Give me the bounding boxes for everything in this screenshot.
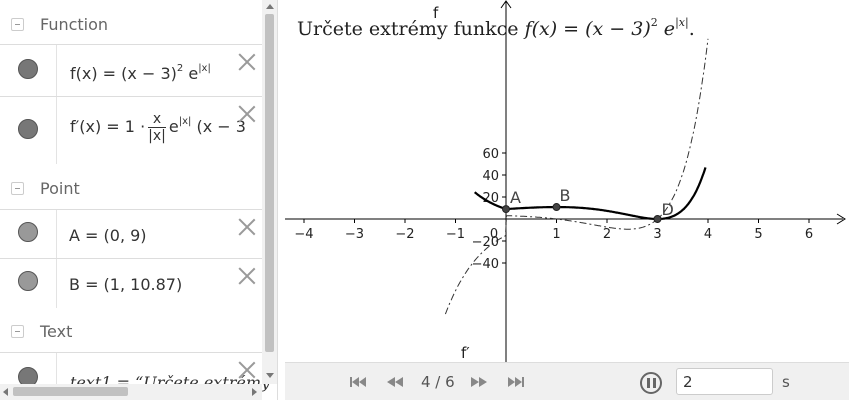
x-tick-label: 1	[552, 227, 560, 242]
point-label-B: B	[560, 186, 571, 205]
next-slide-icon[interactable]	[470, 375, 488, 389]
x-tick-label: −4	[294, 227, 313, 242]
visibility-toggle-icon[interactable]	[18, 271, 38, 291]
delete-icon[interactable]	[236, 359, 258, 381]
scroll-left-icon[interactable]	[3, 388, 8, 396]
formula-fprime[interactable]: f′(x) = 1 · x |x| e|x| (x − 3	[70, 111, 246, 144]
title-text[interactable]: Určete extrémy funkce f(x) = (x − 3)2 e|…	[297, 16, 695, 40]
marble-cell	[0, 210, 57, 258]
delete-icon[interactable]	[236, 103, 258, 125]
pause-icon[interactable]	[640, 372, 662, 394]
delete-icon[interactable]	[236, 265, 258, 287]
visibility-toggle-icon[interactable]	[18, 119, 38, 139]
point-B[interactable]	[552, 203, 561, 212]
category-function[interactable]: Function	[0, 2, 262, 46]
curve-fprime[interactable]	[444, 38, 709, 315]
category-label: Text	[40, 321, 73, 341]
page-indicator: 4 / 6	[421, 373, 455, 391]
tick-labels: −4 −3 −2 −1 0 1 2 3 4 5 6 60 40 20 −20 −40	[294, 147, 813, 272]
x-tick-label: 2	[603, 227, 611, 242]
y-axis-arrow-icon	[500, 0, 512, 9]
x-tick-label: 0	[490, 227, 498, 242]
horizontal-scroll-thumb[interactable]	[13, 387, 128, 396]
x-tick-label: 4	[704, 227, 712, 242]
y-tick-label: −40	[472, 257, 499, 272]
algebra-item-B[interactable]: B = (1, 10.87)	[0, 258, 262, 308]
points[interactable]: A BD	[502, 186, 674, 223]
x-tick-label: 3	[653, 227, 661, 242]
visibility-toggle-icon[interactable]	[18, 222, 38, 242]
playback-bar: 4 / 6 s	[285, 362, 849, 400]
algebra-view: Function f(x) = (x − 3)2 e|x| f′(x) = 1 …	[0, 0, 277, 400]
x-tick-label: −2	[395, 227, 414, 242]
marble-cell	[0, 45, 57, 96]
speed-unit: s	[782, 373, 790, 391]
graph-canvas[interactable]: −4 −3 −2 −1 0 1 2 3 4 5 6 60 40 20 −20 −40 A B D f f′	[285, 0, 849, 362]
marble-cell	[0, 259, 57, 308]
x-tick-label: 5	[754, 227, 762, 242]
scroll-right-icon[interactable]	[252, 388, 257, 396]
vertical-scroll-thumb[interactable]	[265, 14, 274, 352]
algebra-item-f[interactable]: f(x) = (x − 3)2 e|x|	[0, 44, 262, 96]
formula-f[interactable]: f(x) = (x − 3)2 e|x|	[70, 63, 211, 83]
x-tick-label: 6	[805, 227, 813, 242]
speed-input[interactable]	[676, 368, 773, 395]
category-label: Point	[40, 178, 80, 198]
point-D[interactable]	[653, 215, 662, 223]
collapse-icon[interactable]	[11, 324, 24, 338]
formula-A[interactable]: A = (0, 9)	[69, 226, 147, 245]
curve-f[interactable]	[474, 167, 707, 221]
x-tick-label: −3	[345, 227, 364, 242]
previous-slide-icon[interactable]	[386, 375, 404, 389]
scroll-down-icon[interactable]	[266, 373, 274, 378]
x-axis-arrow-icon	[836, 213, 846, 225]
point-label-A: A	[510, 188, 521, 207]
panel-divider[interactable]	[277, 0, 285, 400]
y-tick-label: −20	[472, 235, 499, 250]
delete-icon[interactable]	[236, 216, 258, 238]
algebra-item-fprime[interactable]: f′(x) = 1 · x |x| e|x| (x − 3	[0, 96, 262, 164]
delete-icon[interactable]	[236, 51, 258, 73]
y-tick-label: 60	[482, 147, 499, 162]
first-slide-icon[interactable]	[349, 375, 367, 389]
point-label-D: D	[662, 200, 674, 219]
point-A[interactable]	[502, 205, 510, 214]
formula-B[interactable]: B = (1, 10.87)	[69, 275, 183, 294]
axes	[285, 0, 846, 362]
last-slide-icon[interactable]	[507, 375, 525, 389]
curve-label-f: f	[433, 4, 439, 22]
marble-cell	[0, 97, 57, 164]
category-point[interactable]: Point	[0, 166, 262, 210]
scroll-up-icon[interactable]	[266, 4, 274, 9]
curve-label-fprime: f′	[461, 344, 470, 362]
category-text[interactable]: Text	[0, 309, 262, 353]
y-tick-label: 40	[482, 169, 499, 184]
algebra-item-A[interactable]: A = (0, 9)	[0, 209, 262, 258]
category-label: Function	[40, 14, 109, 34]
vertical-scrollbar[interactable]	[262, 0, 277, 384]
x-tick-label: −1	[446, 227, 465, 242]
horizontal-scrollbar[interactable]	[0, 384, 262, 400]
visibility-toggle-icon[interactable]	[18, 59, 38, 79]
y-tick-label: 20	[482, 191, 499, 206]
collapse-icon[interactable]	[11, 181, 24, 195]
collapse-icon[interactable]	[11, 17, 24, 31]
graphics-view[interactable]: −4 −3 −2 −1 0 1 2 3 4 5 6 60 40 20 −20 −40 A B D f f′ Urč…	[285, 0, 849, 362]
